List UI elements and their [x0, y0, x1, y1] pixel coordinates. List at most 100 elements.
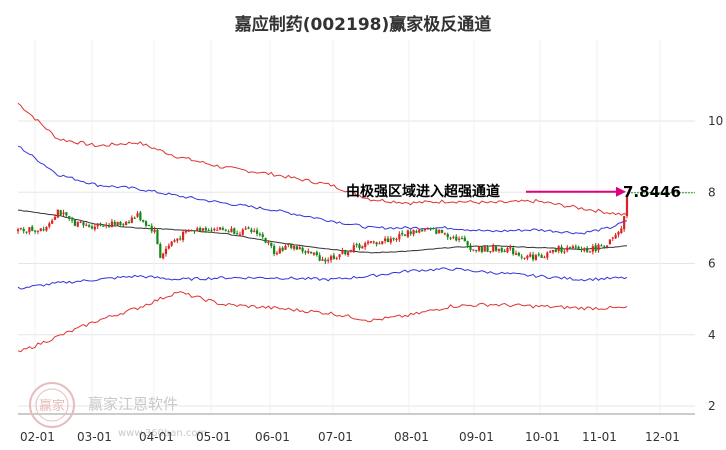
- candle-up: [335, 257, 338, 259]
- candle-down: [310, 251, 313, 254]
- candle-down: [204, 228, 207, 231]
- candle-down: [179, 238, 182, 240]
- candle-up: [529, 254, 532, 257]
- band-lower-inner: [17, 267, 628, 290]
- candle-down: [375, 242, 378, 245]
- y-axis-ticks: 2 4 6 8 10: [708, 114, 723, 413]
- candle-down: [301, 247, 304, 252]
- candle-down: [142, 220, 145, 222]
- candle-down: [290, 243, 293, 248]
- candle-up: [523, 257, 526, 259]
- candle-down: [65, 212, 68, 216]
- candle-down: [520, 256, 523, 258]
- candle-down: [531, 254, 535, 260]
- candle-down: [119, 221, 122, 226]
- candle-down: [315, 252, 318, 255]
- candle-down: [247, 227, 250, 229]
- candle-down: [577, 246, 580, 249]
- candle-down: [586, 248, 589, 252]
- candle-up: [526, 255, 529, 259]
- grid-lines: [18, 40, 695, 415]
- annotation-text: 由极强区域进入超强通道: [346, 183, 500, 200]
- candle-down: [386, 238, 390, 243]
- candle-down: [537, 254, 540, 256]
- band-middle: [17, 209, 628, 254]
- watermark-url: www.360ban.com: [118, 428, 207, 439]
- candle-down: [466, 241, 469, 246]
- candle-down: [73, 219, 77, 226]
- candle-up: [125, 221, 128, 225]
- candle-down: [156, 229, 159, 245]
- candle-up: [489, 251, 492, 253]
- candle-up: [16, 229, 20, 232]
- candle-up: [218, 227, 222, 230]
- candle-up: [341, 249, 344, 254]
- candle-down: [258, 233, 261, 235]
- x-tick-label: 05-01: [196, 430, 231, 444]
- candle-down: [227, 231, 230, 233]
- candle-down: [82, 222, 85, 226]
- candle-down: [517, 252, 520, 256]
- candle-down: [199, 228, 202, 232]
- candle-up: [173, 240, 176, 242]
- annotation-arrow-head-icon: [616, 186, 626, 197]
- candle-down: [594, 245, 597, 252]
- x-tick-label: 11-01: [582, 430, 617, 444]
- candle-up: [162, 253, 165, 259]
- candle-up: [426, 228, 429, 230]
- candle-up: [611, 237, 614, 239]
- candle-up: [93, 226, 96, 230]
- candle-up: [292, 246, 296, 249]
- candle-down: [358, 244, 361, 249]
- candle-up: [452, 236, 455, 238]
- candle-up: [190, 229, 193, 232]
- candle-up: [253, 230, 256, 232]
- candle-up: [563, 251, 566, 253]
- y-tick-label: 6: [708, 257, 716, 271]
- candle-down: [281, 247, 284, 251]
- watermark-seal-icon: 赢家: [29, 382, 75, 428]
- candle-up: [472, 249, 475, 251]
- candle-up: [608, 239, 612, 245]
- candle-down: [435, 229, 438, 234]
- candle-down: [224, 229, 227, 231]
- candle-down: [318, 255, 321, 261]
- candle-down: [455, 236, 458, 241]
- candle-down: [59, 210, 62, 215]
- x-tick-label: 08-01: [394, 430, 429, 444]
- candle-down: [270, 242, 273, 246]
- candle-down: [401, 233, 404, 235]
- candle-up: [457, 238, 461, 240]
- candle-down: [469, 245, 472, 250]
- candle-up: [267, 242, 270, 244]
- candle-down: [150, 225, 153, 232]
- candle-up: [418, 229, 421, 233]
- y-tick-label: 8: [708, 185, 716, 199]
- candle-down: [574, 246, 577, 248]
- candle-down: [421, 229, 424, 232]
- candle-up: [483, 246, 486, 252]
- candle-down: [295, 246, 298, 250]
- candle-up: [19, 228, 22, 230]
- candle-up: [85, 224, 88, 226]
- candle-down: [409, 231, 412, 234]
- candle-up: [39, 228, 42, 231]
- candle-up: [62, 212, 65, 215]
- y-tick-label: 4: [708, 328, 716, 342]
- candle-up: [625, 194, 629, 217]
- x-tick-label: 09-01: [459, 430, 494, 444]
- candle-up: [389, 238, 392, 243]
- candle-up: [136, 213, 139, 217]
- band-upper-outer: [17, 102, 628, 216]
- y-tick-label: 2: [708, 399, 716, 413]
- candle-up: [105, 224, 108, 227]
- candle-up: [56, 209, 59, 218]
- candle-up: [153, 229, 156, 232]
- channel-bands: [17, 102, 628, 353]
- candle-down: [475, 249, 478, 251]
- candle-up: [534, 255, 538, 260]
- candle-down: [304, 251, 307, 253]
- candle-down: [440, 229, 444, 233]
- candle-down: [460, 238, 464, 240]
